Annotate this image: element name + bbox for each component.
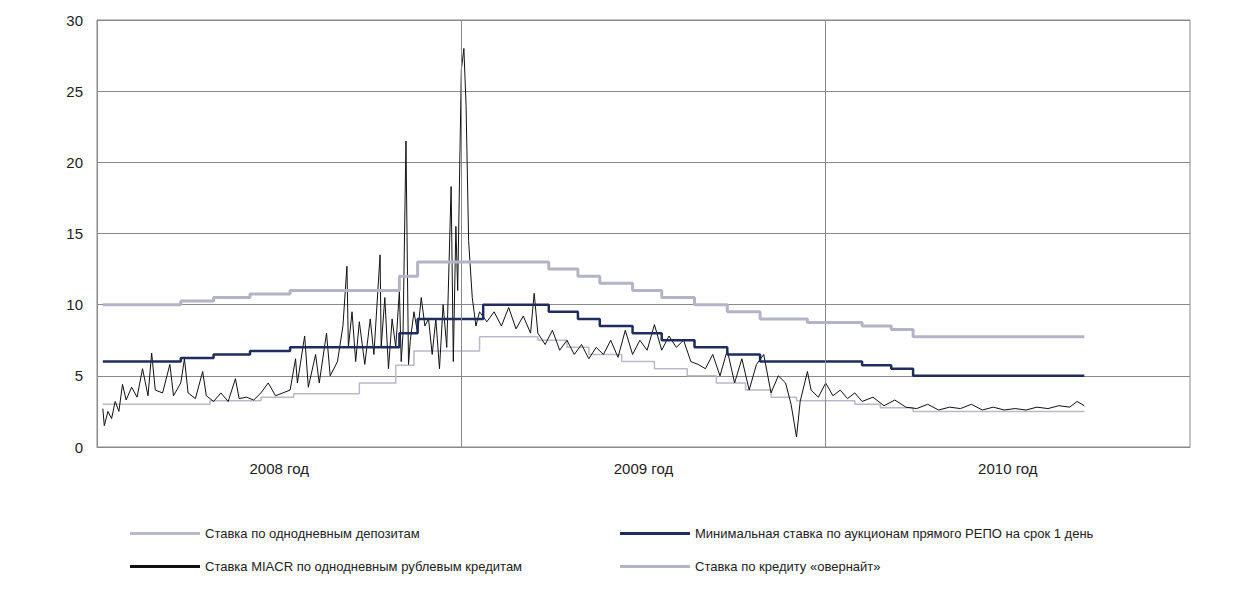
svg-text:5: 5 [75,367,83,384]
svg-text:Ставка по однодневным депозита: Ставка по однодневным депозитам [205,526,420,541]
svg-text:15: 15 [66,225,83,242]
svg-text:0: 0 [75,439,83,456]
svg-text:10: 10 [66,296,83,313]
svg-text:2009 год: 2009 год [614,460,674,477]
svg-text:Минимальная ставка по аукциона: Минимальная ставка по аукционам прямого … [695,526,1094,541]
svg-text:2008 год: 2008 год [249,460,309,477]
svg-text:Ставка MIACR по однодневным ру: Ставка MIACR по однодневным рублевым кре… [205,559,522,574]
svg-text:30: 30 [66,12,83,29]
svg-text:20: 20 [66,154,83,171]
svg-text:2010 год: 2010 год [978,460,1038,477]
svg-text:25: 25 [66,83,83,100]
svg-text:Ставка по кредиту «овернайт»: Ставка по кредиту «овернайт» [695,559,881,574]
